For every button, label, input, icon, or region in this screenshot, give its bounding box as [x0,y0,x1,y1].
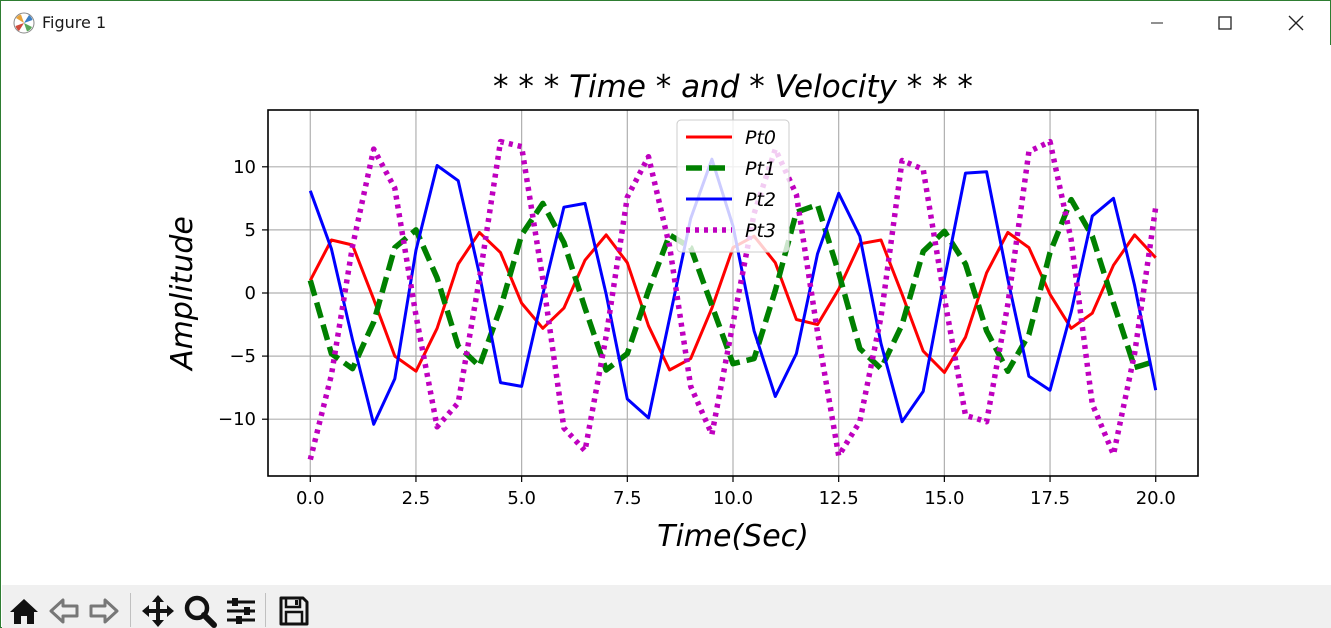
legend-label-Pt3: Pt3 [745,220,776,242]
close-icon [1288,15,1304,31]
toolbar-separator [265,593,266,627]
forward-button[interactable] [86,593,122,628]
legend-label-Pt1: Pt1 [745,158,776,180]
chart-title: * * * Time * and * Velocity * * * [493,69,973,105]
y-tick-label: −10 [218,409,256,430]
title-bar[interactable]: Figure 1 [1,1,1330,45]
pan-button[interactable] [140,593,176,628]
legend-box [676,119,790,253]
legend-label-Pt0: Pt0 [745,127,776,149]
figure-canvas[interactable]: 0.0 2.5 5.0 7.5 10.0 12.5 15.0 17.5 20.0 −10 −5 0 5 1… [2,45,1331,585]
save-icon [279,596,309,626]
y-tick-label: 10 [233,157,256,178]
save-button[interactable] [276,593,312,628]
maximize-button[interactable] [1190,1,1260,45]
toolbar-separator [130,593,131,627]
x-tick-label: 12.5 [819,488,859,509]
matplotlib-app-icon [13,12,35,34]
y-axis-label: Amplitude [165,216,200,372]
configure-subplots-button[interactable] [223,593,259,628]
chart: 0.0 2.5 5.0 7.5 10.0 12.5 15.0 17.5 20.0 −10 −5 0 5 1… [165,69,1199,554]
home-button[interactable] [6,593,42,628]
configure-subplots-icon [227,598,255,624]
x-tick-label: 10.0 [713,488,753,509]
x-tick-label: 0.0 [296,488,325,509]
legend: Pt0 Pt1 Pt2 Pt3 [676,119,790,253]
y-tick-label: 5 [245,220,256,241]
minimize-icon [1151,22,1163,24]
back-arrow-icon [49,598,79,624]
x-tick-label: 17.5 [1030,488,1070,509]
close-button[interactable] [1261,1,1331,45]
legend-label-Pt2: Pt2 [745,189,776,211]
x-tick-label: 7.5 [613,488,642,509]
zoom-icon [184,595,217,628]
x-tick-label: 15.0 [924,488,964,509]
maximize-icon [1218,16,1232,30]
back-button[interactable] [46,593,82,628]
series-line-Pt1 [307,196,1157,374]
x-tick-label: 2.5 [402,488,431,509]
pan-icon [142,595,174,627]
x-axis-label: Time(Sec) [657,519,809,554]
x-tick-label: 5.0 [507,488,536,509]
x-tick-label: 20.0 [1136,488,1176,509]
navigation-toolbar [2,585,1331,628]
forward-arrow-icon [89,598,119,624]
minimize-button[interactable] [1122,1,1192,45]
series-line-Pt3 [307,138,1159,461]
y-tick-label: 0 [245,283,256,304]
home-icon [10,599,38,624]
zoom-button[interactable] [182,593,218,628]
window-title: Figure 1 [42,13,107,32]
y-tick-label: −5 [229,346,256,367]
